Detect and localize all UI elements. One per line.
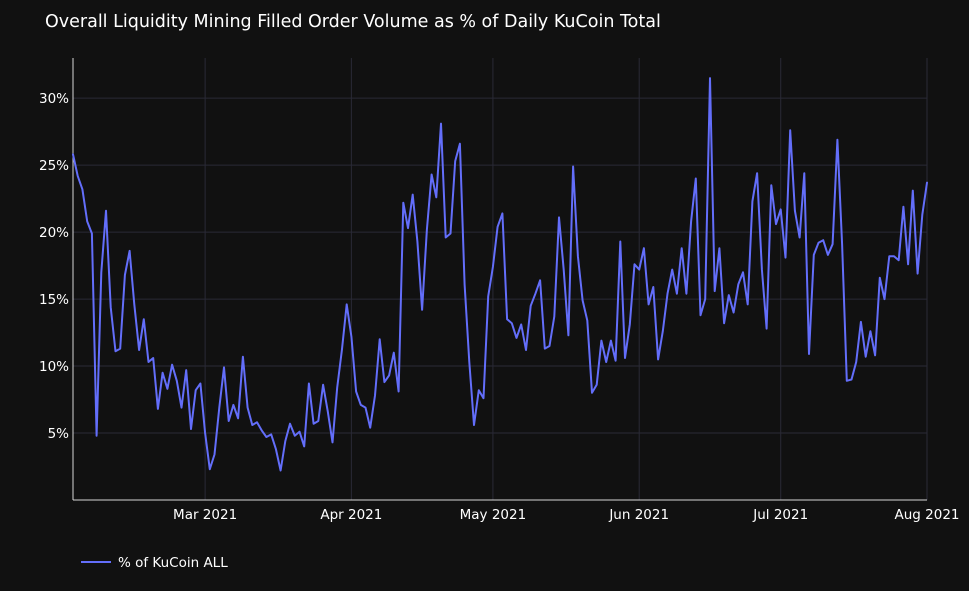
x-tick-label: Mar 2021 [173, 507, 237, 523]
series-layer [72, 77, 928, 472]
grid-layer [73, 58, 928, 500]
x-tick-label: Jul 2021 [752, 507, 808, 523]
y-tick-label: 25% [39, 158, 69, 174]
x-tick-label: May 2021 [460, 507, 527, 523]
x-tick-label: Jun 2021 [608, 507, 669, 523]
x-tick-label: Aug 2021 [894, 507, 959, 523]
y-tick-label: 30% [39, 91, 69, 107]
legend[interactable]: % of KuCoin ALL [81, 555, 228, 571]
y-tick-label: 5% [48, 426, 70, 442]
x-tick-label: Apr 2021 [320, 507, 382, 523]
y-tick-label: 15% [39, 292, 69, 308]
y-tick-label: 10% [39, 359, 69, 375]
axes: 5% 10% 15% 20% 25% 30% Mar 2021 Apr 2021 May 202… [39, 58, 960, 523]
y-tick-label: 20% [39, 225, 69, 241]
legend-label: % of KuCoin ALL [118, 555, 228, 571]
series-line[interactable] [72, 77, 928, 472]
chart-title: Overall Liquidity Mining Filled Order Vo… [45, 12, 661, 32]
